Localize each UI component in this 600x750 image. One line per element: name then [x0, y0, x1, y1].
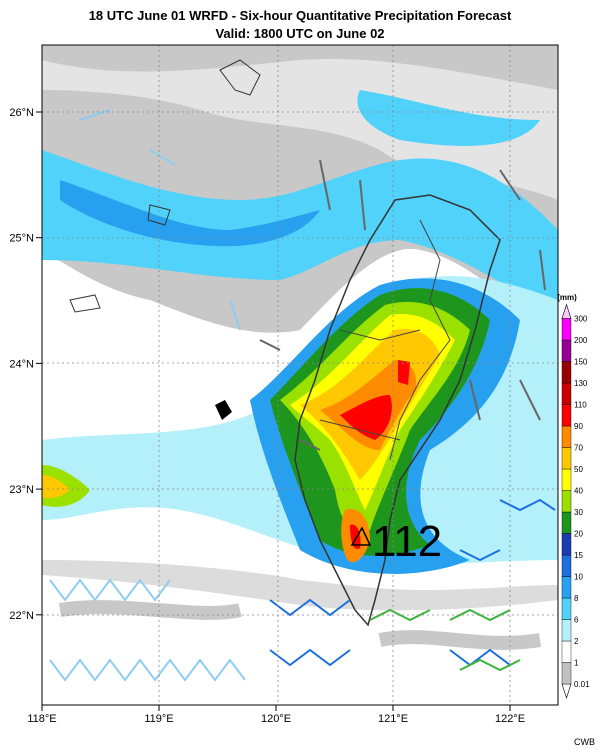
max-annotation: 112 — [372, 517, 442, 566]
colorbar-band — [561, 640, 572, 663]
colorbar-label: 200 — [574, 336, 588, 345]
lon-label: 119°E — [144, 713, 173, 725]
map-frame — [41, 44, 559, 706]
colorbar-label: 15 — [574, 551, 583, 560]
lat-label: 26°N — [9, 107, 34, 119]
colorbar-band — [561, 554, 572, 577]
credit: CWB — [574, 737, 595, 747]
colorbar-band — [561, 318, 572, 341]
colorbar-band — [561, 339, 572, 362]
graticule — [42, 45, 558, 705]
colorbar-band — [561, 468, 572, 491]
colorbar-band — [561, 511, 572, 534]
lon-label: 120°E — [261, 713, 291, 725]
colorbar-label: 40 — [574, 487, 583, 496]
colorbar-band — [561, 361, 572, 384]
lon-label: 122°E — [495, 713, 525, 725]
colorbar-band — [561, 597, 572, 620]
colorbar-label: 2 — [574, 637, 579, 646]
colorbar-triangle — [561, 303, 572, 319]
lat-label: 23°N — [9, 484, 34, 496]
colorbar-label: 90 — [574, 422, 583, 431]
colorbar-label: 110 — [574, 401, 587, 410]
colorbar-unit: (mm) — [557, 293, 577, 302]
lat-label: 22°N — [9, 610, 34, 622]
colorbar-label: 130 — [574, 379, 588, 388]
colorbar-triangle — [561, 683, 572, 699]
colorbar-label: 0.01 — [574, 680, 590, 689]
colorbar-band — [561, 533, 572, 556]
colorbar-band — [561, 404, 572, 427]
colorbar-label: 10 — [574, 573, 583, 582]
colorbar-label: 300 — [574, 315, 588, 324]
lat-label: 25°N — [9, 233, 34, 245]
colorbar-label: 1 — [574, 659, 579, 668]
colorbar-band — [561, 490, 572, 513]
precip-field — [42, 45, 558, 705]
colorbar-band — [561, 425, 572, 448]
colorbar-label: 150 — [574, 358, 588, 367]
colorbar-label: 30 — [574, 508, 583, 517]
colorbar-label: 6 — [574, 616, 579, 625]
colorbar-band — [561, 619, 572, 642]
subtitle: Valid: 1800 UTC on June 02 — [215, 26, 384, 41]
colorbar-label: 8 — [574, 594, 579, 603]
colorbar-label: 70 — [574, 444, 583, 453]
colorbar-label: 20 — [574, 530, 583, 539]
lon-label: 121°E — [378, 713, 408, 725]
lon-label: 118°E — [27, 713, 56, 725]
colorbar-band — [561, 382, 572, 405]
lat-label: 24°N — [9, 358, 34, 370]
title: 18 UTC June 01 WRFD - Six-hour Quantitat… — [89, 8, 512, 23]
colorbar-band — [561, 447, 572, 470]
colorbar-band — [561, 662, 572, 685]
colorbar-band — [561, 576, 572, 599]
colorbar-label: 50 — [574, 465, 583, 474]
